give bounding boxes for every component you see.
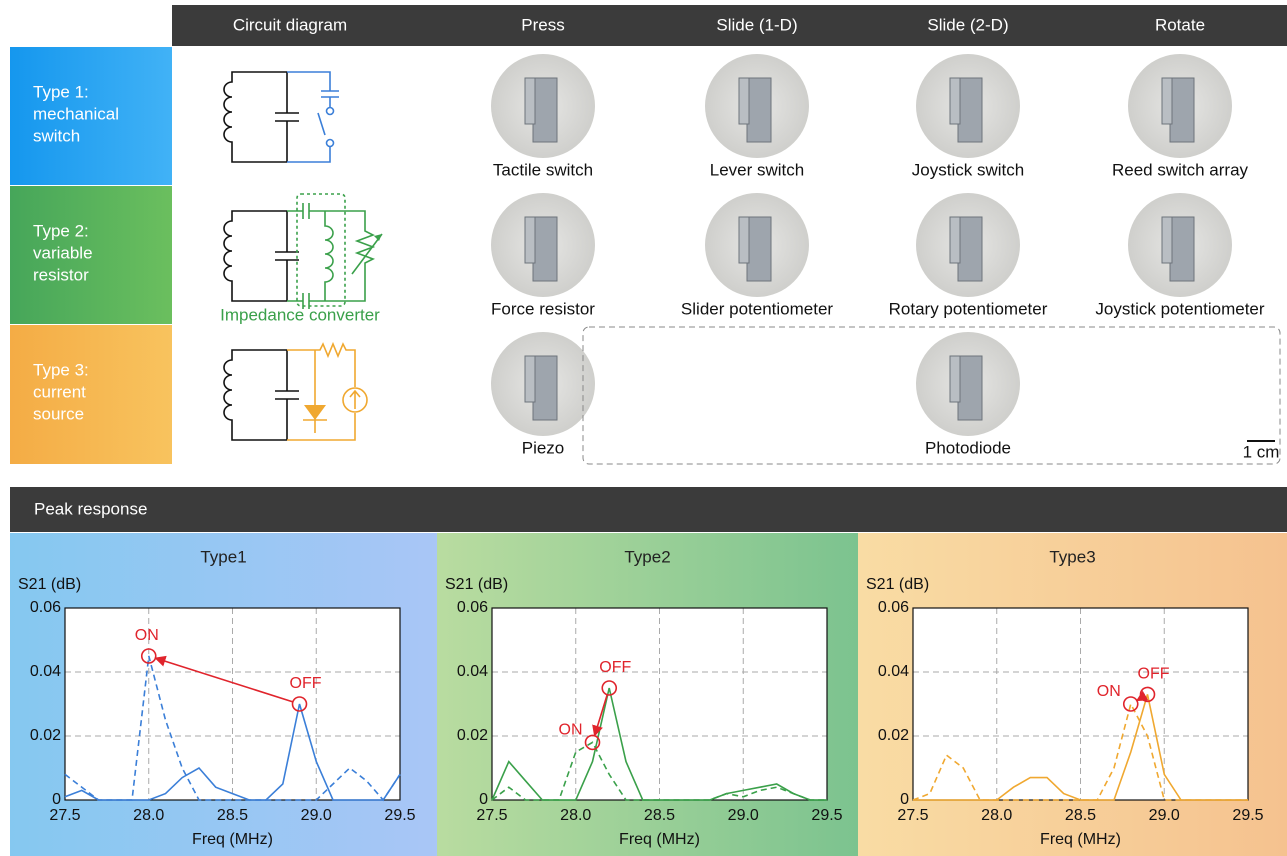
y-tick-label: 0.02: [30, 727, 61, 744]
x-tick-label: 29.5: [1232, 807, 1263, 824]
y-axis-label: S21 (dB): [445, 576, 508, 593]
row-label: Type 2:: [33, 221, 89, 240]
column-header: Press: [521, 15, 564, 34]
y-tick-label: 0.04: [30, 663, 61, 680]
page: Sensor types and peak response html, bod…: [0, 0, 1287, 856]
x-axis-label: Freq (MHz): [1040, 831, 1121, 848]
row-label: Type 3:: [33, 360, 89, 379]
item-label: Joystick potentiometer: [1095, 299, 1264, 318]
row-label: variable: [33, 243, 93, 262]
annotation-label: OFF: [290, 675, 322, 692]
photos: [491, 54, 1232, 436]
item-label: Rotary potentiometer: [889, 299, 1048, 318]
photo: [705, 193, 809, 297]
item-label: Force resistor: [491, 299, 595, 318]
x-tick-label: 28.0: [981, 807, 1012, 824]
y-tick-label: 0.04: [457, 663, 488, 680]
body: {"header": {"columns": ["Circuit diagram…: [0, 0, 1287, 856]
y-tick-label: 0.02: [878, 727, 909, 744]
section-title: Peak response: [34, 499, 147, 518]
row-label: switch: [33, 126, 80, 145]
y-tick-label: 0.02: [457, 727, 488, 744]
photo: [491, 332, 595, 436]
row-label: Type 1:: [33, 82, 89, 101]
x-tick-label: 28.0: [560, 807, 591, 824]
row-label: resistor: [33, 265, 89, 284]
figure: Circuit diagram Press Slide (1-D) Slide (2-…: [0, 0, 1287, 856]
column-header: Circuit diagram: [233, 15, 347, 34]
chart-title: Type1: [200, 547, 246, 566]
x-tick-label: 29.0: [728, 807, 759, 824]
x-tick-label: 27.5: [897, 807, 928, 824]
annotation-label: OFF: [599, 659, 631, 676]
x-tick-label: 29.0: [301, 807, 332, 824]
column-header: Slide (2-D): [927, 15, 1008, 34]
x-tick-label: 27.5: [476, 807, 507, 824]
item-label: Photodiode: [925, 438, 1011, 457]
x-tick-label: 27.5: [49, 807, 80, 824]
photo: [705, 54, 809, 158]
photo: [491, 193, 595, 297]
circuit-type3: [224, 344, 367, 440]
annotation-label: ON: [135, 627, 159, 644]
y-tick-label: 0.06: [878, 599, 909, 616]
photo: [916, 54, 1020, 158]
item-label: Joystick switch: [912, 160, 1024, 179]
x-tick-label: 28.5: [217, 807, 248, 824]
y-tick-label: 0.04: [878, 663, 909, 680]
y-tick-label: 0: [479, 791, 488, 808]
item-label: Reed switch array: [1112, 160, 1249, 179]
item-label: Piezo: [522, 438, 565, 457]
impedance-label: Impedance converter: [220, 305, 380, 324]
scale-label: 1 cm: [1243, 442, 1280, 461]
photo: [1128, 54, 1232, 158]
y-axis-label: S21 (dB): [18, 576, 81, 593]
circuit-type1: [224, 72, 339, 162]
photo: [916, 332, 1020, 436]
item-label: Tactile switch: [493, 160, 593, 179]
y-tick-label: 0: [52, 791, 61, 808]
item-label: Lever switch: [710, 160, 804, 179]
chart-title: Type3: [1049, 547, 1095, 566]
x-tick-label: 29.0: [1149, 807, 1180, 824]
row-label: mechanical: [33, 104, 119, 123]
x-axis-label: Freq (MHz): [619, 831, 700, 848]
photo: [1128, 193, 1232, 297]
photo: [491, 54, 595, 158]
annotation-label: OFF: [1138, 666, 1170, 683]
chart-title: Type2: [624, 547, 670, 566]
annotation-label: ON: [559, 722, 583, 739]
y-tick-label: 0.06: [457, 599, 488, 616]
item-label: Slider potentiometer: [681, 299, 833, 318]
y-tick-label: 0.06: [30, 599, 61, 616]
annotation-label: ON: [1097, 683, 1121, 700]
x-tick-label: 28.5: [644, 807, 675, 824]
x-axis-label: Freq (MHz): [192, 831, 273, 848]
row-label: source: [33, 404, 84, 423]
x-tick-label: 29.5: [811, 807, 842, 824]
photo: [916, 193, 1020, 297]
x-tick-label: 29.5: [384, 807, 415, 824]
circuit-type2: [224, 194, 382, 309]
x-tick-label: 28.0: [133, 807, 164, 824]
y-axis-label: S21 (dB): [866, 576, 929, 593]
row-label: current: [33, 382, 86, 401]
x-tick-label: 28.5: [1065, 807, 1096, 824]
column-header: Rotate: [1155, 15, 1205, 34]
y-tick-label: 0: [900, 791, 909, 808]
column-header: Slide (1-D): [716, 15, 797, 34]
section-bar: [10, 487, 1287, 532]
